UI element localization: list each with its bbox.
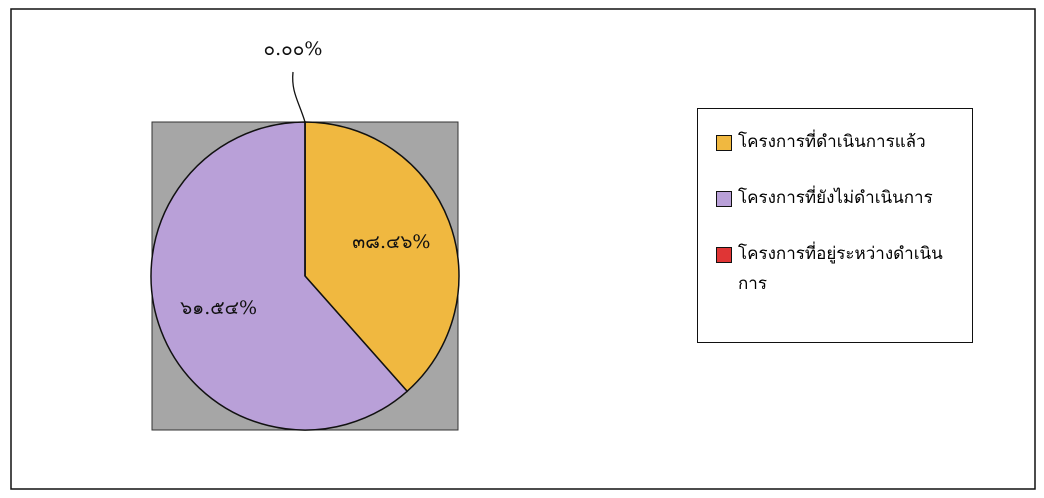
leader-line xyxy=(292,71,306,123)
legend-label: โครงการที่ยังไม่ดำเนินการ xyxy=(738,188,933,208)
legend-item: โครงการที่ดำเนินการแล้ว xyxy=(716,127,962,157)
data-label: ๓๘.๔๖% xyxy=(352,231,430,253)
legend-swatch xyxy=(716,191,732,207)
legend-item: โครงการที่ยังไม่ดำเนินการ xyxy=(716,183,962,213)
legend-swatch xyxy=(716,247,732,263)
data-label: ๖๑.๕๔% xyxy=(180,297,257,319)
chart-frame xyxy=(10,8,1036,490)
data-label: ๐.๐๐% xyxy=(264,38,323,60)
legend-swatch xyxy=(716,135,732,151)
legend-label: โครงการที่อยู่ระหว่างดำเนินการ xyxy=(738,244,943,294)
pie-slice xyxy=(304,121,460,393)
legend-item: โครงการที่อยู่ระหว่างดำเนินการ xyxy=(716,239,962,299)
pie-slice xyxy=(150,121,409,431)
legend: โครงการที่ดำเนินการแล้วโครงการที่ยังไม่ด… xyxy=(697,108,973,343)
legend-label: โครงการที่ดำเนินการแล้ว xyxy=(738,132,926,152)
